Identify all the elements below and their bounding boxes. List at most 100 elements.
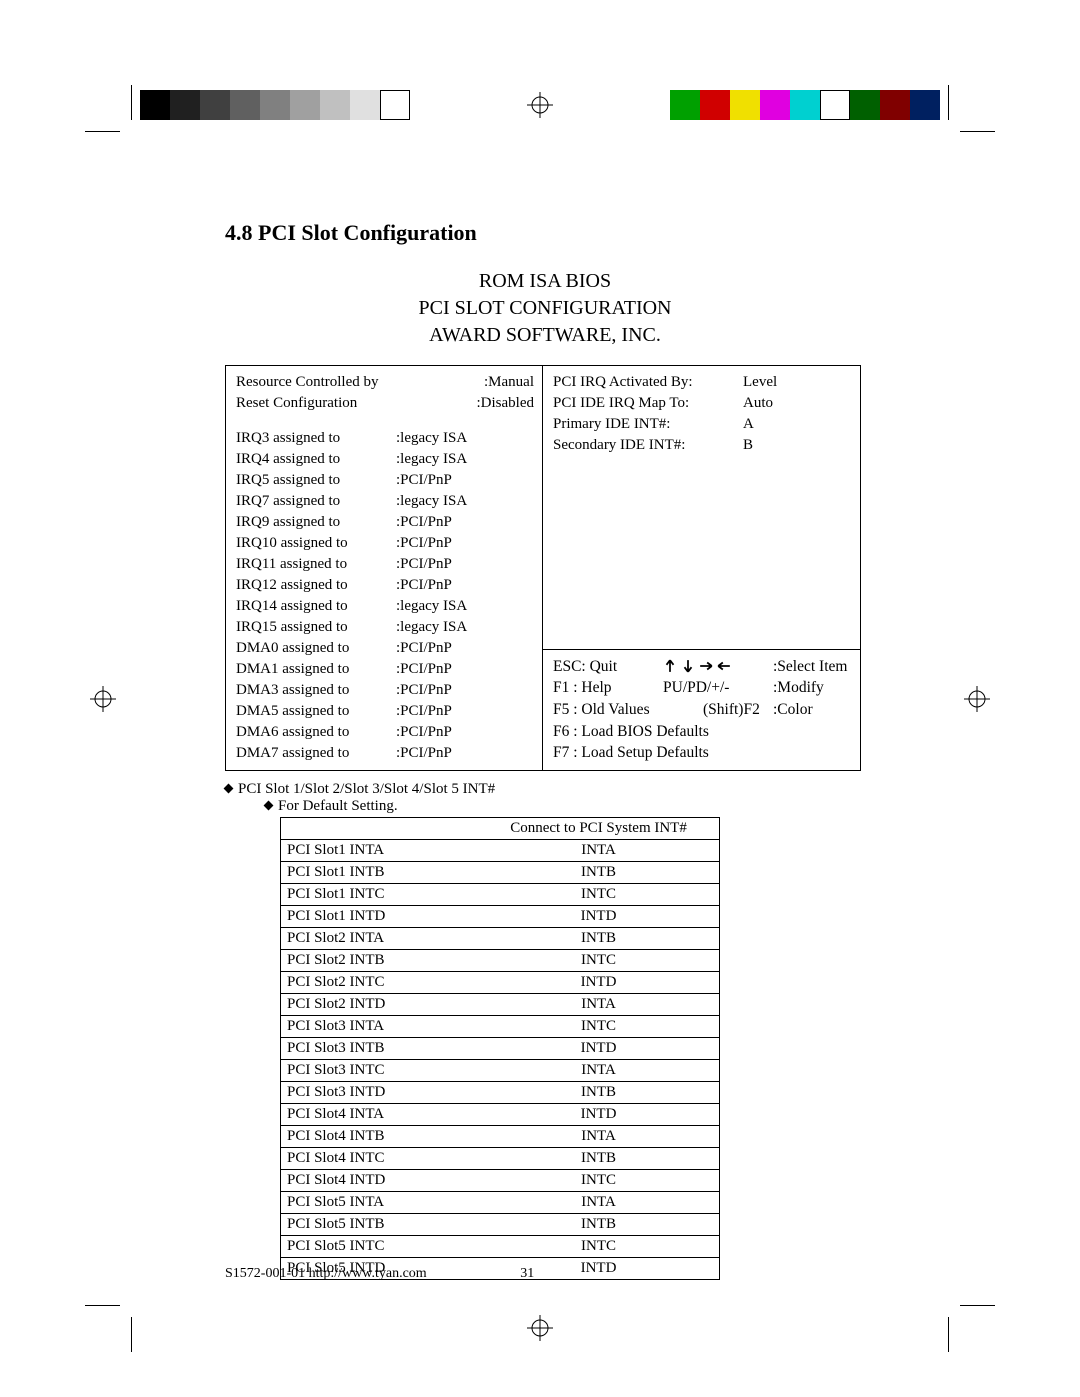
table-cell: PCI Slot5 INTC (281, 1236, 479, 1258)
bios-left-panel: Resource Controlled by :ManualReset Confi… (226, 366, 543, 770)
irq-key: IRQ9 assigned to (236, 512, 396, 533)
config-value: :Manual (474, 372, 534, 393)
config-value: B (743, 435, 753, 456)
help-row: F1 : Help PU/PD/+/- :Modify (553, 677, 852, 699)
irq-row: IRQ9 assigned to:PCI/PnP (236, 512, 534, 533)
diamond-bullet-icon (224, 784, 234, 794)
note-line: PCI Slot 1/Slot 2/Slot 3/Slot 4/Slot 5 I… (225, 781, 865, 798)
color-swatch (140, 90, 170, 120)
irq-key: DMA6 assigned to (236, 722, 396, 743)
content-area: 4.8 PCI Slot Configuration ROM ISA BIOS … (225, 220, 865, 1280)
color-swatch (790, 90, 820, 120)
arrow-keys-icon (663, 659, 773, 673)
note-text: For Default Setting. (278, 798, 398, 814)
table-cell: INTD (478, 1038, 719, 1060)
table-cell: PCI Slot1 INTA (281, 840, 479, 862)
page-number: 31 (520, 1266, 534, 1282)
irq-value: :legacy ISA (396, 491, 467, 512)
color-swatch (350, 90, 380, 120)
color-swatch (880, 90, 910, 120)
table-row: PCI Slot5 INTCINTC (281, 1236, 720, 1258)
config-row: PCI IDE IRQ Map To:Auto (553, 393, 852, 414)
table-cell: PCI Slot4 INTC (281, 1148, 479, 1170)
irq-row: DMA3 assigned to:PCI/PnP (236, 680, 534, 701)
color-swatch (700, 90, 730, 120)
color-swatch (260, 90, 290, 120)
color-swatch (820, 90, 850, 120)
irq-key: IRQ15 assigned to (236, 617, 396, 638)
table-cell: INTB (478, 1082, 719, 1104)
table-cell: PCI Slot4 INTB (281, 1126, 479, 1148)
help-row: F5 : Old Values (Shift)F2 :Color (553, 699, 852, 721)
table-row: PCI Slot2 INTBINTC (281, 950, 720, 972)
registration-mark-icon (527, 92, 553, 118)
irq-value: :legacy ISA (396, 449, 467, 470)
table-cell: PCI Slot3 INTB (281, 1038, 479, 1060)
registration-mark-icon (964, 686, 990, 712)
help-action: :Color (773, 699, 813, 721)
table-cell: INTD (478, 972, 719, 994)
table-row: PCI Slot5 INTBINTB (281, 1214, 720, 1236)
help-mid: (Shift)F2 (703, 699, 773, 721)
irq-value: :PCI/PnP (396, 554, 452, 575)
table-cell: PCI Slot2 INTA (281, 928, 479, 950)
footer-text: S1572-001-01 http://www.tyan.com (225, 1266, 427, 1281)
table-row: PCI Slot2 INTDINTA (281, 994, 720, 1016)
color-swatch (320, 90, 350, 120)
page: 4.8 PCI Slot Configuration ROM ISA BIOS … (0, 0, 1080, 1397)
bios-header-line: ROM ISA BIOS (225, 268, 865, 295)
config-row: Resource Controlled by :Manual (236, 372, 534, 393)
config-key: PCI IDE IRQ Map To: (553, 393, 743, 414)
help-key-f6: F6 : Load BIOS Defaults (553, 721, 709, 743)
table-cell: PCI Slot1 INTC (281, 884, 479, 906)
note-text: PCI Slot 1/Slot 2/Slot 3/Slot 4/Slot 5 I… (238, 781, 495, 797)
bios-header-line: PCI SLOT CONFIGURATION (225, 295, 865, 322)
irq-key: IRQ12 assigned to (236, 575, 396, 596)
table-cell: PCI Slot5 INTB (281, 1214, 479, 1236)
config-value: :Disabled (467, 393, 535, 414)
config-row: Reset Configuration:Disabled (236, 393, 534, 414)
irq-key: DMA7 assigned to (236, 743, 396, 764)
table-cell: INTB (478, 862, 719, 884)
color-swatch (290, 90, 320, 120)
help-key-f7: F7 : Load Setup Defaults (553, 742, 709, 764)
help-key-esc: ESC: Quit (553, 656, 663, 678)
irq-value: :PCI/PnP (396, 743, 452, 764)
irq-row: IRQ12 assigned to:PCI/PnP (236, 575, 534, 596)
color-swatch (670, 90, 700, 120)
irq-row: DMA1 assigned to:PCI/PnP (236, 659, 534, 680)
bios-box: Resource Controlled by :ManualReset Confi… (225, 365, 861, 771)
table-cell: INTC (478, 884, 719, 906)
irq-key: IRQ10 assigned to (236, 533, 396, 554)
table-cell: PCI Slot4 INTD (281, 1170, 479, 1192)
irq-key: DMA3 assigned to (236, 680, 396, 701)
color-swatch (230, 90, 260, 120)
config-key: Resource Controlled by (236, 372, 436, 393)
table-cell: INTB (478, 1148, 719, 1170)
irq-row: IRQ11 assigned to:PCI/PnP (236, 554, 534, 575)
table-row: PCI Slot1 INTAINTA (281, 840, 720, 862)
table-row: PCI Slot1 INTDINTD (281, 906, 720, 928)
bios-header-line: AWARD SOFTWARE, INC. (225, 322, 865, 349)
irq-value: :legacy ISA (396, 596, 467, 617)
irq-key: IRQ14 assigned to (236, 596, 396, 617)
config-row: Secondary IDE INT#:B (553, 435, 852, 456)
color-swatch (170, 90, 200, 120)
section-title: 4.8 PCI Slot Configuration (225, 220, 865, 246)
table-cell: INTA (478, 994, 719, 1016)
irq-value: :PCI/PnP (396, 512, 452, 533)
help-action: :Select Item (773, 656, 847, 678)
table-cell: PCI Slot5 INTA (281, 1192, 479, 1214)
table-row: PCI Slot4 INTBINTA (281, 1126, 720, 1148)
table-cell: INTC (478, 950, 719, 972)
table-cell: INTC (478, 1236, 719, 1258)
irq-key: DMA5 assigned to (236, 701, 396, 722)
config-key: PCI IRQ Activated By: (553, 372, 743, 393)
bios-help-panel: ESC: Quit :Select Item F1 : Help PU/PD/+… (543, 649, 860, 770)
config-value: Auto (743, 393, 773, 414)
table-cell: INTA (478, 840, 719, 862)
irq-row: IRQ15 assigned to:legacy ISA (236, 617, 534, 638)
table-row: PCI Slot1 INTCINTC (281, 884, 720, 906)
table-cell: INTD (478, 906, 719, 928)
irq-row: IRQ4 assigned to:legacy ISA (236, 449, 534, 470)
